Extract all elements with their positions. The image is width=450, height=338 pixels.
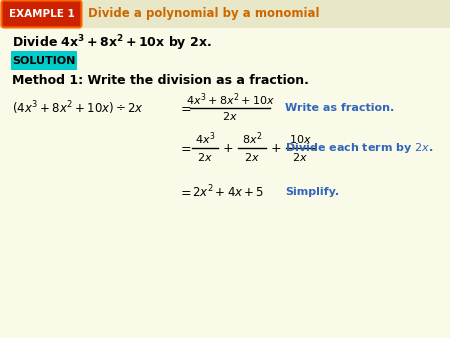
Text: EXAMPLE 1: EXAMPLE 1: [9, 9, 74, 19]
Text: $10x$: $10x$: [288, 133, 311, 145]
Text: Divide each term by $2x$.: Divide each term by $2x$.: [285, 141, 434, 155]
FancyBboxPatch shape: [1, 0, 81, 27]
Text: $=$: $=$: [178, 142, 192, 154]
Text: Simplify.: Simplify.: [285, 187, 339, 197]
Text: $2x$: $2x$: [222, 110, 238, 122]
Text: Method 1: Write the division as a fraction.: Method 1: Write the division as a fracti…: [12, 73, 309, 87]
Text: $8x^2$: $8x^2$: [242, 131, 262, 147]
Text: $4x^3$: $4x^3$: [195, 131, 215, 147]
Text: $2x$: $2x$: [292, 151, 308, 163]
FancyBboxPatch shape: [11, 51, 77, 70]
Text: $2x$: $2x$: [197, 151, 213, 163]
Text: $=$: $=$: [178, 101, 192, 115]
Text: Divide $\mathbf{4x^3 + 8x^2 + 10x}$ by $\mathbf{2x}$.: Divide $\mathbf{4x^3 + 8x^2 + 10x}$ by $…: [12, 33, 211, 53]
Text: Write as fraction.: Write as fraction.: [285, 103, 394, 113]
Text: $+$: $+$: [222, 142, 233, 154]
Text: $2x^2 + 4x + 5$: $2x^2 + 4x + 5$: [192, 184, 264, 200]
Text: $=$: $=$: [178, 186, 192, 198]
Text: Divide a polynomial by a monomial: Divide a polynomial by a monomial: [88, 7, 320, 21]
Text: SOLUTION: SOLUTION: [12, 55, 76, 66]
Text: $2x$: $2x$: [244, 151, 260, 163]
Bar: [0, 0, 450, 28]
Text: $(4x^3 + 8x^2 + 10x) \div 2x$: $(4x^3 + 8x^2 + 10x) \div 2x$: [12, 99, 144, 117]
Text: $+$: $+$: [270, 142, 281, 154]
Text: $4x^3 + 8x^2 + 10x$: $4x^3 + 8x^2 + 10x$: [185, 92, 274, 108]
